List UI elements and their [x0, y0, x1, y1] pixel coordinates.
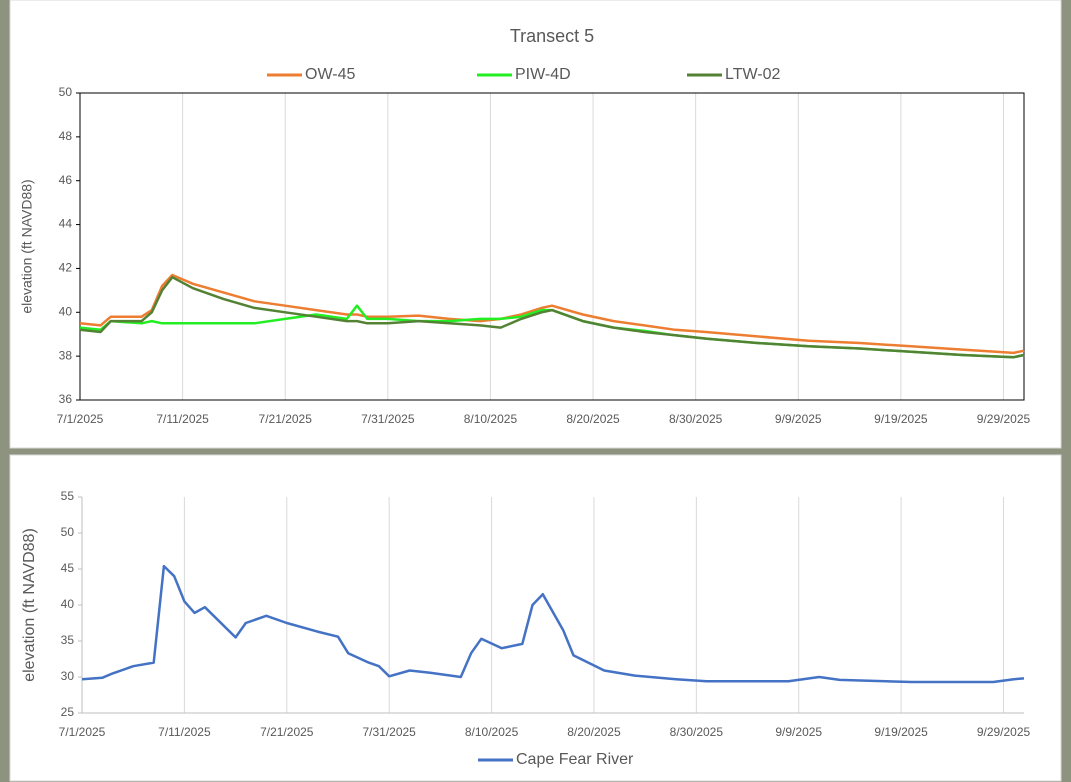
x-tick-label: 9/9/2025 [775, 725, 822, 739]
x-tick-label: 7/21/2025 [260, 725, 314, 739]
x-tick-label: 7/1/2025 [59, 725, 106, 739]
y-tick-label: 48 [59, 129, 73, 143]
legend-label: OW-45 [305, 66, 355, 83]
x-tick-label: 8/20/2025 [566, 412, 620, 426]
y-tick-label: 36 [59, 392, 73, 406]
panel [9, 454, 1062, 782]
x-tick-label: 8/30/2025 [670, 725, 724, 739]
y-tick-label: 44 [59, 217, 73, 231]
y-tick-label: 50 [59, 85, 73, 99]
x-tick-label: 9/19/2025 [874, 725, 928, 739]
y-tick-label: 25 [61, 705, 75, 719]
legend-label: LTW-02 [725, 66, 781, 83]
x-tick-label: 7/31/2025 [361, 412, 415, 426]
y-tick-label: 35 [61, 633, 75, 647]
y-tick-label: 45 [61, 561, 75, 575]
y-tick-label: 40 [61, 597, 75, 611]
x-tick-label: 8/10/2025 [465, 725, 519, 739]
x-tick-label: 7/21/2025 [259, 412, 313, 426]
legend-label: Cape Fear River [516, 751, 634, 768]
y-tick-label: 42 [59, 261, 73, 275]
y-tick-label: 40 [59, 304, 73, 318]
panel [9, 0, 1062, 449]
x-tick-label: 7/11/2025 [156, 412, 209, 426]
x-tick-label: 8/20/2025 [567, 725, 621, 739]
plot-frame [79, 92, 1025, 401]
x-tick-label: 9/9/2025 [775, 412, 822, 426]
data-line [81, 564, 1025, 684]
x-tick-label: 7/1/2025 [57, 412, 104, 426]
data-line [79, 275, 1025, 359]
y-tick-label: 55 [61, 489, 75, 503]
y-tick-label: 30 [61, 669, 75, 683]
legend-label: PIW-4D [515, 66, 571, 83]
x-tick-label: 8/30/2025 [669, 412, 723, 426]
y-tick-label: 38 [59, 348, 73, 362]
y-tick-label: 46 [59, 173, 73, 187]
y-axis-label: elevation (ft NAVD88) [19, 179, 35, 313]
x-tick-label: 9/29/2025 [977, 412, 1031, 426]
x-tick-label: 9/19/2025 [874, 412, 928, 426]
chart-title: Transect 5 [510, 26, 594, 46]
y-tick-label: 50 [61, 525, 75, 539]
x-tick-label: 7/31/2025 [362, 725, 416, 739]
x-tick-label: 7/11/2025 [158, 725, 211, 739]
y-axis-label: elevation (ft NAVD88) [21, 528, 38, 682]
data-line [79, 273, 1025, 355]
x-tick-label: 9/29/2025 [977, 725, 1031, 739]
x-tick-label: 8/10/2025 [464, 412, 518, 426]
